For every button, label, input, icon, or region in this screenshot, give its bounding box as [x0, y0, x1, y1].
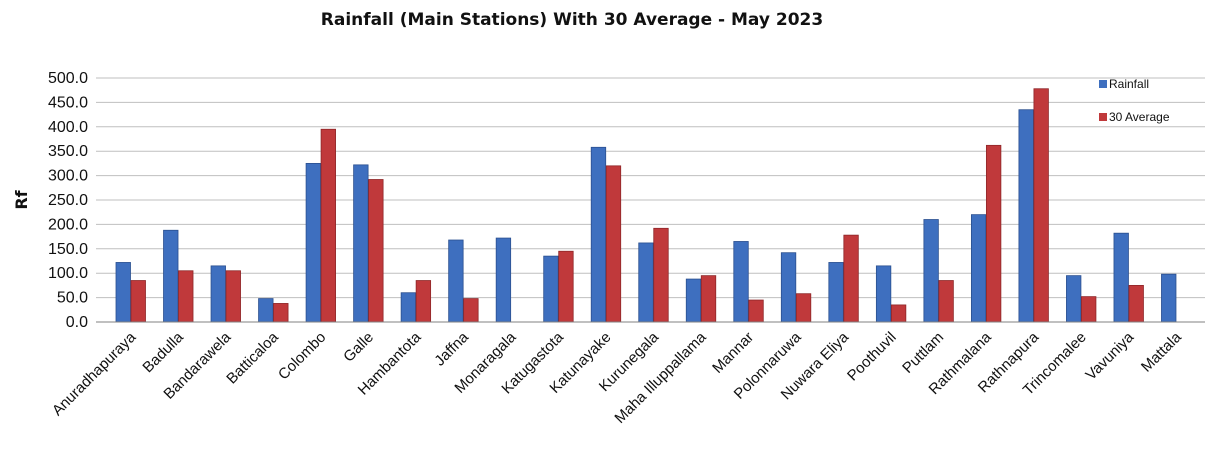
bar-30-average-puttlam	[939, 281, 954, 322]
bar-rainfall-bandarawela	[211, 266, 226, 322]
y-tick-label: 250.0	[48, 192, 88, 209]
legend-swatch	[1099, 113, 1107, 121]
bar-rainfall-colombo	[306, 163, 321, 322]
x-tick-label: Colombo	[275, 329, 329, 383]
x-tick-label: Badulla	[139, 328, 187, 376]
x-axis-ticks: Anuradhapuraya BadullaBandarawelaBattical…	[49, 328, 1185, 427]
bar-30-average-trincomalee	[1081, 297, 1096, 322]
bar-rainfall-katugastota	[544, 256, 559, 322]
bar-30-average-katunayake	[606, 166, 621, 322]
bar-series	[116, 89, 1176, 322]
x-tick-label: Mannar	[709, 329, 757, 377]
bar-rainfall-batticaloa	[259, 299, 274, 322]
y-axis-label: Rf	[12, 189, 31, 209]
bar-30-average-galle	[369, 180, 384, 322]
bar-30-average-rathnapura	[1034, 89, 1049, 322]
bar-30-average-rathmalana	[986, 145, 1001, 322]
bar-rainfall-hambantota	[401, 293, 416, 322]
legend-label: Rainfall	[1109, 77, 1149, 91]
x-tick-label: Anuradhapuraya	[49, 328, 140, 419]
bar-30-average-kurunegala	[654, 228, 669, 322]
bar-rainfall-maha-illuppallama	[686, 279, 701, 322]
y-tick-label: 500.0	[48, 70, 88, 87]
y-tick-label: 150.0	[48, 241, 88, 258]
bar-30-average-bandarawela	[226, 271, 241, 322]
bar-rainfall-galle	[354, 165, 369, 322]
bar-rainfall-jaffna	[449, 240, 464, 322]
bar-30-average-vavuniya	[1129, 285, 1144, 322]
bar-rainfall-poothuvil	[876, 266, 891, 322]
x-tick-label: Batticaloa	[223, 328, 282, 387]
bar-30-average-polonnaruwa	[796, 294, 811, 322]
y-tick-label: 100.0	[48, 265, 88, 282]
bar-rainfall-anuradhapuraya	[116, 262, 131, 322]
bar-rainfall-rathnapura	[1019, 110, 1034, 322]
x-tick-label: Jaffna	[431, 328, 472, 369]
x-tick-label: Poothuvil	[844, 329, 900, 385]
bar-30-average-anuradhapuraya	[131, 281, 146, 322]
y-tick-label: 400.0	[48, 119, 88, 136]
y-tick-label: 200.0	[48, 216, 88, 233]
bar-rainfall-mannar	[734, 241, 749, 322]
legend-label: 30 Average	[1109, 110, 1170, 124]
y-tick-label: 350.0	[48, 143, 88, 160]
bar-30-average-batticaloa	[274, 303, 289, 322]
bar-rainfall-rathmalana	[971, 215, 986, 322]
x-tick-label: Vavuniya	[1082, 328, 1137, 383]
x-tick-label: Puttlam	[899, 329, 947, 377]
bar-30-average-colombo	[321, 129, 336, 322]
bar-rainfall-polonnaruwa	[781, 253, 796, 322]
x-tick-label: Mattala	[1138, 328, 1185, 375]
legend: Rainfall 30 Average	[1099, 77, 1170, 124]
bar-rainfall-trincomalee	[1066, 276, 1081, 322]
bar-rainfall-monaragala	[496, 238, 511, 322]
y-tick-label: 50.0	[57, 290, 88, 307]
bar-30-average-jaffna	[464, 299, 479, 322]
bar-rainfall-kurunegala	[639, 243, 654, 322]
y-axis-ticks: 0.0 50.0 100.0 150.0 200.0 250.0 300.0 350.0 400…	[48, 70, 88, 331]
legend-swatch	[1099, 80, 1107, 88]
y-tick-label: 0.0	[66, 314, 88, 331]
bar-30-average-badulla	[179, 271, 194, 322]
x-tick-label: Maha Illuppallama	[611, 328, 710, 427]
bar-30-average-poothuvil	[891, 305, 906, 322]
bar-rainfall-vavuniya	[1114, 233, 1129, 322]
bar-30-average-katugastota	[559, 251, 574, 322]
bar-rainfall-mattala	[1161, 274, 1176, 322]
bar-rainfall-nuwara-eliya	[829, 262, 844, 322]
bar-rainfall-katunayake	[591, 147, 606, 322]
y-tick-label: 450.0	[48, 94, 88, 111]
bar-30-average-maha-illuppallama	[701, 276, 716, 322]
y-tick-label: 300.0	[48, 168, 88, 185]
bar-30-average-nuwara-eliya	[844, 235, 859, 322]
bar-30-average-hambantota	[416, 281, 431, 322]
x-tick-label: Galle	[340, 329, 377, 366]
bar-rainfall-badulla	[164, 230, 179, 322]
chart-title: Rainfall (Main Stations) With 30 Average…	[321, 10, 823, 30]
bar-30-average-mannar	[749, 300, 764, 322]
bar-rainfall-puttlam	[924, 220, 939, 322]
